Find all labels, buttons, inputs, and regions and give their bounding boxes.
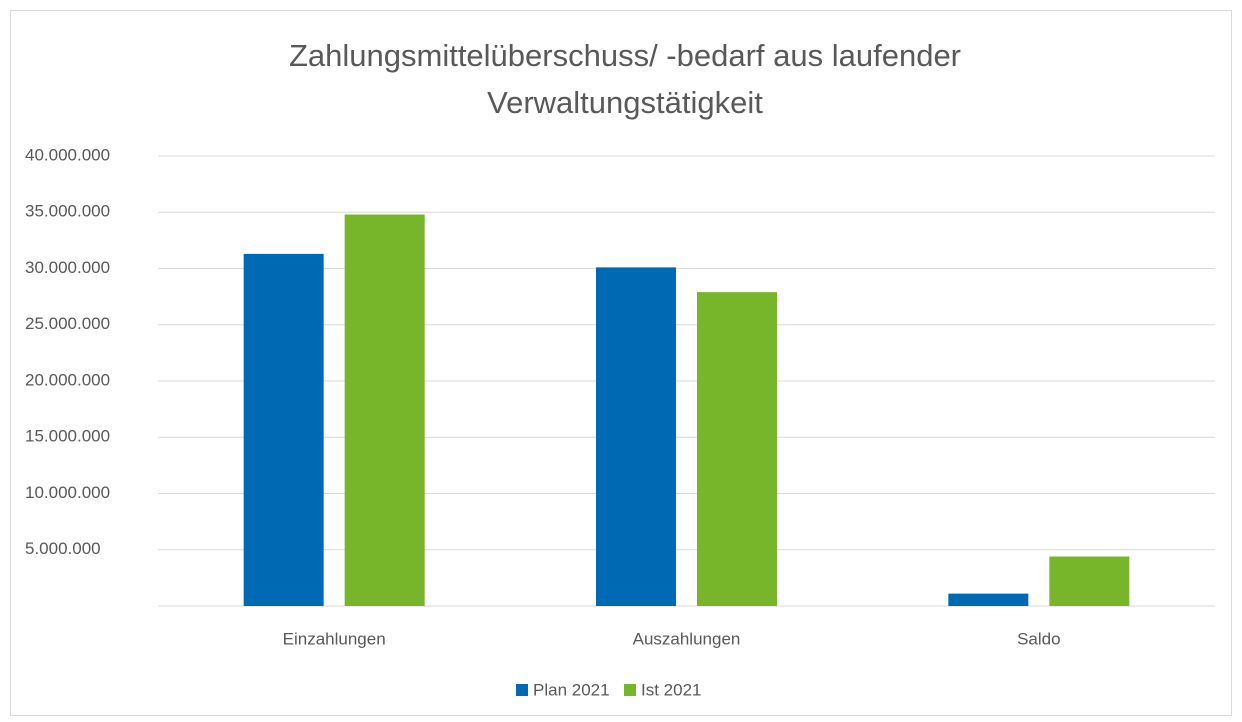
x-tick-label: Auszahlungen bbox=[633, 629, 741, 648]
y-tick-label: 10.000.000 bbox=[25, 483, 110, 502]
legend-label: Plan 2021 bbox=[533, 680, 610, 699]
y-tick-label: 40.000.000 bbox=[25, 145, 110, 164]
y-tick-label: 5.000.000 bbox=[25, 539, 101, 558]
legend-swatch bbox=[624, 684, 636, 696]
legend-swatch bbox=[516, 684, 528, 696]
y-tick-label: 15.000.000 bbox=[25, 427, 110, 446]
bar bbox=[697, 292, 777, 606]
bar bbox=[344, 214, 425, 606]
chart-title: Zahlungsmittelüberschuss/ -bedarf aus la… bbox=[288, 38, 962, 120]
x-tick-label: Saldo bbox=[1017, 629, 1060, 648]
y-tick-label: 35.000.000 bbox=[25, 202, 110, 221]
legend-label: Ist 2021 bbox=[641, 680, 702, 699]
bar bbox=[243, 253, 324, 606]
bar bbox=[948, 593, 1029, 606]
y-tick-label: 20.000.000 bbox=[25, 370, 110, 389]
y-tick-label: 25.000.000 bbox=[25, 314, 110, 333]
bar bbox=[1049, 556, 1130, 606]
y-tick-label: 30.000.000 bbox=[25, 258, 110, 277]
bar bbox=[596, 267, 676, 606]
x-tick-label: Einzahlungen bbox=[283, 629, 386, 648]
